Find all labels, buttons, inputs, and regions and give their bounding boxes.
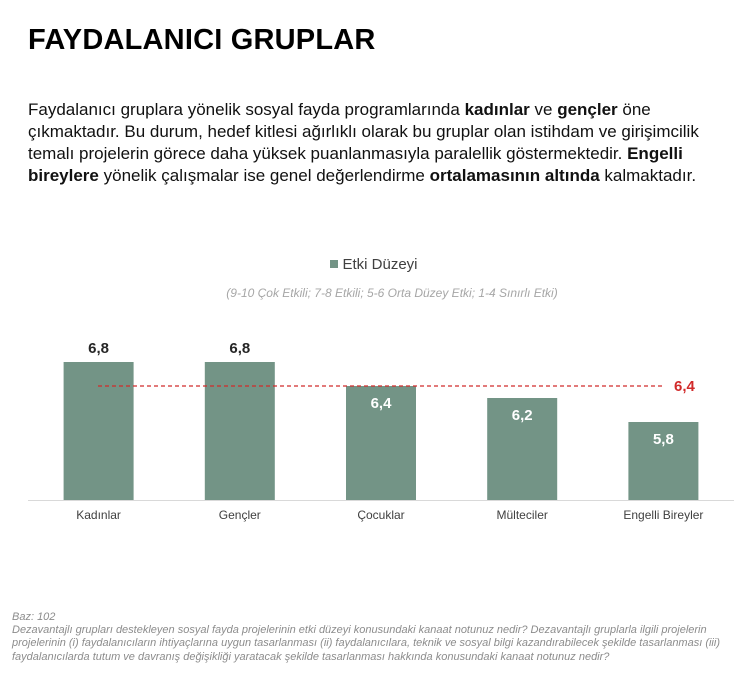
page-title: FAYDALANICI GRUPLAR (28, 24, 376, 56)
category-label: Engelli Bireyler (623, 508, 703, 522)
bar-value-label: 6,4 (371, 395, 393, 412)
intro-emphasis: ortalamasının altında (429, 166, 600, 185)
bar-value-label: 6,2 (512, 407, 533, 424)
category-label: Kadınlar (76, 508, 121, 522)
footer-base: Baz: 102 (12, 611, 56, 623)
footer-question: Dezavantajlı grupları destekleyen sosyal… (12, 624, 720, 663)
chart-subtitle: (9-10 Çok Etkili; 7-8 Etkili; 5-6 Orta D… (226, 286, 558, 300)
bar (204, 362, 275, 500)
intro-text: yönelik çalışmalar ise genel değerlendir… (98, 166, 430, 185)
category-label: Gençler (219, 508, 261, 522)
category-label: Çocuklar (357, 508, 404, 522)
chart-legend: Etki Düzeyi (0, 256, 748, 273)
intro-text: Faydalanıcı gruplara yönelik sosyal fayd… (28, 100, 465, 119)
intro-text: kalmaktadır. (599, 166, 697, 185)
intro-paragraph: Faydalanıcı gruplara yönelik sosyal fayd… (28, 99, 728, 187)
bar-value-label: 5,8 (653, 431, 674, 448)
bar-value-label: 6,8 (229, 340, 250, 357)
legend-label: Etki Düzeyi (342, 256, 418, 273)
legend-swatch (330, 260, 339, 268)
average-label: 6,4 (674, 378, 696, 395)
category-label: Mülteciler (497, 508, 548, 522)
intro-text: öne çıkmaktadır. Bu durum, hedef kitlesi… (28, 100, 699, 163)
intro-emphasis: gençler (557, 100, 618, 119)
footer-note: Baz: 102 Dezavantajlı grupları destekley… (12, 611, 732, 664)
bar (346, 386, 416, 500)
intro-text: ve (529, 100, 558, 119)
bar-value-label: 6,8 (88, 340, 109, 357)
bar (487, 398, 558, 500)
bar-chart: 6,8 Kadınlar 6,8 Gençler 6,4 Çocuklar 6,2 Mülte… (28, 340, 734, 522)
bar (63, 362, 134, 500)
intro-emphasis: Engelli bireylere (28, 144, 683, 185)
intro-emphasis: kadınlar (464, 100, 530, 119)
bar (628, 422, 699, 500)
